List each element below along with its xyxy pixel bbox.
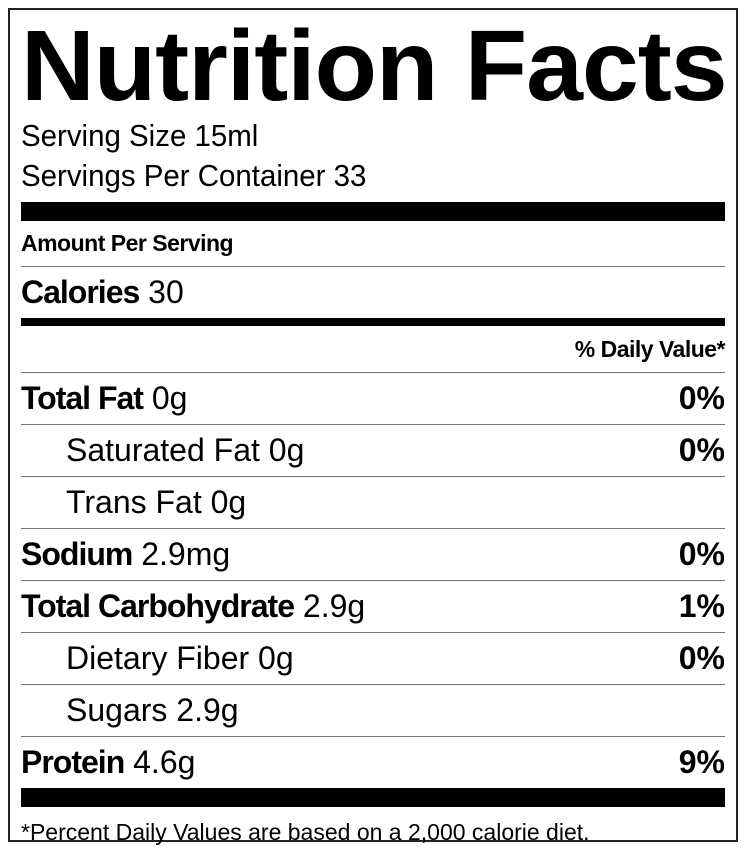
amount-per-serving-text: Amount Per Serving <box>21 230 234 256</box>
nutrient-amount: 4.6g <box>133 744 196 780</box>
calories-row: Calories 30 <box>21 267 725 318</box>
calories-value: 30 <box>148 274 184 310</box>
calories-label: Calories <box>21 274 140 310</box>
thick-divider <box>21 202 725 221</box>
nutrient-dv: 0% <box>678 536 725 572</box>
nutrient-label: Sodium <box>21 536 133 572</box>
medium-divider <box>21 318 725 326</box>
nutrient-label: Protein <box>21 744 125 780</box>
nutrient-row-saturated-fat: Saturated Fat 0g 0% <box>21 425 725 477</box>
nutrient-row-total-carbohydrate: Total Carbohydrate 2.9g 1% <box>21 581 725 633</box>
footnote: *Percent Daily Values are based on a 2,0… <box>21 819 590 845</box>
nutrient-row-total-fat: Total Fat 0g 0% <box>21 373 725 425</box>
nutrient-row-sodium: Sodium 2.9mg 0% <box>21 529 725 581</box>
nutrient-dv: 0% <box>678 432 725 468</box>
nutrient-row-trans-fat: Trans Fat 0g <box>21 477 725 529</box>
nutrient-label: Saturated Fat <box>66 432 260 468</box>
thick-divider <box>21 788 725 807</box>
nutrient-label: Dietary Fiber <box>66 640 250 676</box>
nutrient-amount: 0g <box>268 432 305 468</box>
nutrient-label: Total Carbohydrate <box>21 588 295 624</box>
amount-per-serving: Amount Per Serving <box>21 221 725 267</box>
nutrient-amount: 2.9g <box>302 588 366 624</box>
nutrient-dv: 0% <box>678 380 725 416</box>
nutrient-label: Total Fat <box>21 380 144 416</box>
nutrient-amount: 0g <box>258 640 294 676</box>
nutrient-label: Trans Fat <box>66 484 202 520</box>
nutrient-dv: 1% <box>678 588 725 624</box>
daily-value-header-text: % Daily Value* <box>574 335 726 362</box>
nutrient-amount: 2.9g <box>176 692 239 728</box>
label-title: Nutrition Facts <box>21 10 728 122</box>
nutrient-dv: 0% <box>678 640 725 676</box>
nutrition-facts-label: Nutrition Facts Serving Size 15ml Servin… <box>8 8 738 845</box>
nutrient-label: Sugars <box>66 692 168 728</box>
daily-value-header: % Daily Value* <box>21 326 726 373</box>
nutrient-dv: 9% <box>678 744 725 780</box>
nutrient-amount: 0g <box>151 380 188 416</box>
serving-size: Serving Size 15ml <box>21 118 259 153</box>
nutrient-row-sugars: Sugars 2.9g <box>21 685 725 737</box>
servings-per-container: Servings Per Container 33 <box>21 158 367 193</box>
nutrient-row-protein: Protein 4.6g 9% <box>21 737 725 788</box>
nutrient-row-dietary-fiber: Dietary Fiber 0g 0% <box>21 633 725 685</box>
nutrient-amount: 0g <box>210 484 247 520</box>
nutrient-amount: 2.9mg <box>141 536 231 572</box>
